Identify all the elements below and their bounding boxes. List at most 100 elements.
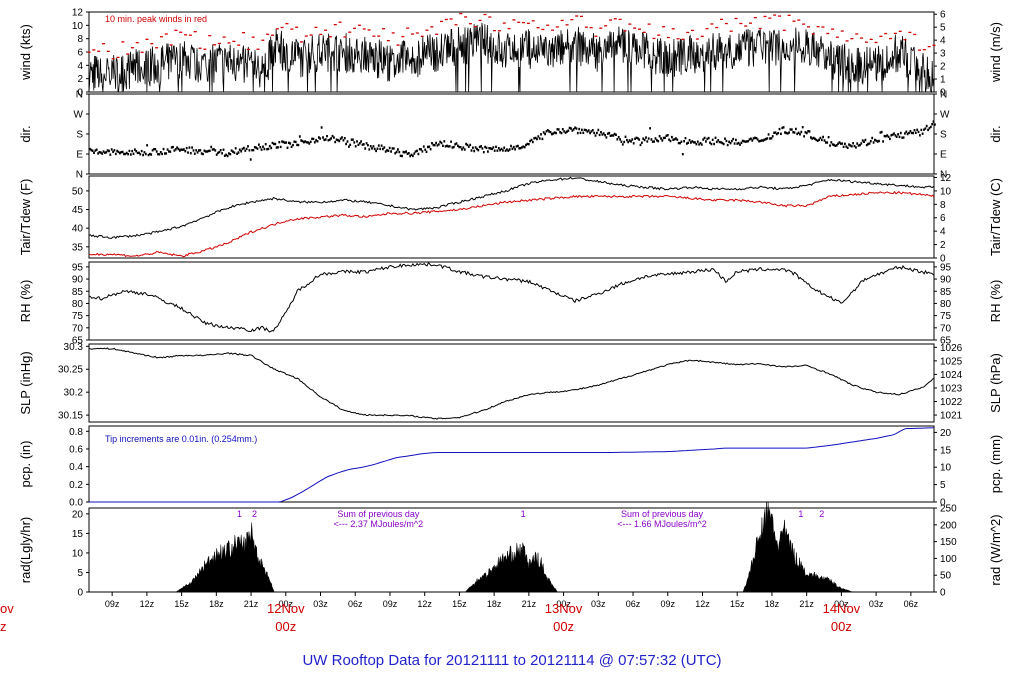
right-tick-label: 1021 (940, 411, 963, 422)
direction-points (89, 120, 936, 161)
right-tick-label: 1025 (940, 356, 963, 367)
right-tick-label: 0 (940, 498, 946, 509)
right-tick-label: S (940, 130, 947, 141)
left-tick-label: 70 (72, 323, 84, 334)
right-tick-label: 1024 (940, 370, 963, 381)
right-tick-label: 5 (940, 23, 946, 34)
right-tick-label: 0 (940, 254, 946, 265)
rh-trace (88, 261, 935, 333)
left-tick-label: S (76, 130, 83, 141)
left-tick-label: 6 (77, 48, 83, 59)
left-tick-label: 0.4 (69, 462, 83, 473)
left-tick-label: 0 (77, 588, 83, 599)
panel-temperature: Tair/Tdew (F) Tair/Tdew (C) 35 40 45 50 0 2 4 6 8 1… (18, 173, 1003, 265)
left-axis-label: rad(Lgly/hr) (18, 517, 33, 583)
right-tick-label: 200 (940, 520, 957, 531)
right-tick-label: 10 (940, 463, 952, 474)
right-tick-label: 65 (940, 336, 952, 347)
right-tick-label: E (940, 150, 947, 161)
x-tick-label: 18z (209, 599, 224, 609)
radiation-day-3 (742, 501, 854, 593)
right-axis-label: SLP (hPa) (988, 353, 1003, 413)
right-tick-label: 0 (940, 88, 946, 99)
left-tick-label: 30.3 (64, 342, 84, 353)
daily-sum-note-title: Sum of previous day (337, 509, 420, 519)
left-tick-label: 80 (72, 299, 84, 310)
left-tick-label: 40 (72, 224, 84, 235)
left-tick-label: 50 (72, 186, 84, 197)
right-tick-label: 75 (940, 311, 952, 322)
left-tick-label: 2 (77, 74, 83, 85)
right-tick-label: 1023 (940, 383, 963, 394)
x-tick-label: 09z (383, 599, 398, 609)
left-tick-label: 10 (72, 548, 84, 559)
x-tick-label: 06z (904, 599, 919, 609)
left-tick-label: 30.2 (64, 388, 84, 399)
edge-time-label: z (0, 619, 7, 634)
x-tick-label: 03z (591, 599, 606, 609)
right-tick-label: 1022 (940, 397, 963, 408)
day-time-label: 00z (831, 619, 852, 634)
left-tick-label: 10 (72, 21, 84, 32)
x-tick-label: 21z (244, 599, 259, 609)
right-axis-label: rad (W/m^2) (988, 514, 1003, 585)
right-tick-label: 50 (940, 571, 952, 582)
left-tick-label: 45 (72, 205, 84, 216)
x-tick-label: 21z (522, 599, 537, 609)
panel-frame (88, 175, 935, 259)
left-tick-label: 0.6 (69, 444, 83, 455)
radiation-marker: 1 (521, 509, 526, 519)
left-tick-label: 0 (77, 88, 83, 99)
left-tick-label: 85 (72, 287, 84, 298)
radiation-marker: 1 (237, 509, 242, 519)
wind-trace (88, 22, 935, 94)
day-time-label: 00z (275, 619, 296, 634)
radiation-marker: 2 (819, 509, 824, 519)
daily-sum-note-value: <--- 2.37 MJoules/m^2 (334, 519, 424, 529)
right-tick-label: 80 (940, 299, 952, 310)
x-tick-label: 00z (834, 599, 849, 609)
right-tick-label: 4 (940, 36, 946, 47)
x-tick-label: 06z (348, 599, 363, 609)
panel-frame (88, 261, 935, 341)
panel-rad: rad(Lgly/hr) rad (W/m^2)05101520050100150… (18, 501, 1003, 599)
right-tick-label: 3 (940, 49, 946, 60)
right-tick-label: 15 (940, 445, 952, 456)
left-tick-label: 5 (77, 568, 83, 579)
left-tick-label: 95 (72, 262, 84, 273)
right-axis-label: wind (m/s) (988, 22, 1003, 83)
radiation-day-2 (464, 542, 559, 593)
panel-frame (88, 11, 935, 93)
x-tick-label: 12z (417, 599, 432, 609)
left-axis-label: wind (kts) (18, 24, 33, 81)
left-tick-label: 90 (72, 275, 84, 286)
x-tick-label: 15z (174, 599, 189, 609)
right-tick-label: 90 (940, 275, 952, 286)
left-tick-label: 4 (77, 61, 83, 72)
left-tick-label: 12 (72, 8, 84, 19)
right-tick-label: 10 (940, 186, 952, 197)
right-tick-label: W (940, 110, 950, 121)
right-tick-label: 6 (940, 10, 946, 21)
right-axis-label: pcp. (mm) (988, 435, 1003, 494)
edge-date-label: ov (0, 601, 14, 616)
right-tick-label: 20 (940, 428, 952, 439)
right-tick-label: 95 (940, 262, 952, 273)
left-tick-label: 0.2 (69, 480, 83, 491)
left-axis-label: SLP (inHg) (18, 351, 33, 414)
time-axis: 09z 12z 15z 18z 21z 00z 03z 06z 09z 12z 15z 18z 21z 0… (0, 592, 919, 634)
left-tick-label: 8 (77, 34, 83, 45)
right-tick-label: 4 (940, 227, 946, 238)
x-tick-label: 18z (765, 599, 780, 609)
left-tick-label: 65 (72, 336, 84, 347)
right-tick-label: 1026 (940, 343, 963, 354)
right-tick-label: N (940, 90, 947, 101)
x-tick-label: 12z (695, 599, 710, 609)
left-axis-label: RH (%) (18, 280, 33, 323)
right-tick-label: 0 (940, 588, 946, 599)
right-tick-label: 70 (940, 323, 952, 334)
